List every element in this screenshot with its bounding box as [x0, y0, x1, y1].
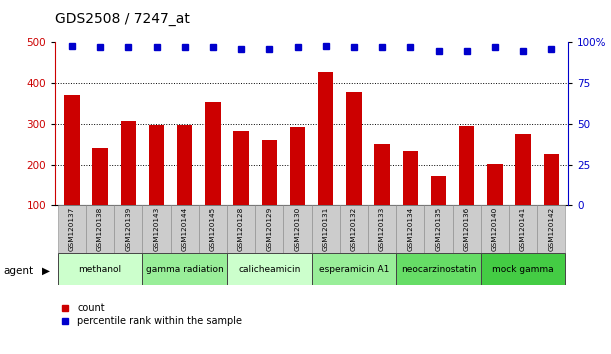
- Bar: [312, 205, 340, 253]
- Bar: [544, 154, 559, 205]
- Bar: [86, 205, 114, 253]
- Text: GSM120142: GSM120142: [548, 207, 554, 251]
- Text: GDS2508 / 7247_at: GDS2508 / 7247_at: [55, 12, 190, 27]
- Text: GSM120135: GSM120135: [436, 207, 442, 251]
- Bar: [199, 205, 227, 253]
- Bar: [459, 126, 475, 205]
- Text: GSM120139: GSM120139: [125, 207, 131, 251]
- Bar: [346, 92, 362, 205]
- Bar: [453, 205, 481, 253]
- Bar: [375, 144, 390, 205]
- Bar: [177, 125, 192, 205]
- Bar: [227, 253, 312, 285]
- Bar: [312, 253, 396, 285]
- Text: GSM120132: GSM120132: [351, 207, 357, 251]
- Text: ▶: ▶: [42, 266, 49, 276]
- Text: GSM120137: GSM120137: [69, 207, 75, 251]
- Bar: [509, 205, 537, 253]
- Text: agent: agent: [3, 266, 33, 276]
- Bar: [227, 205, 255, 253]
- Text: GSM120140: GSM120140: [492, 207, 498, 251]
- Bar: [58, 205, 86, 253]
- Bar: [64, 96, 79, 205]
- Text: calicheamicin: calicheamicin: [238, 264, 301, 274]
- Bar: [58, 253, 142, 285]
- Bar: [431, 176, 446, 205]
- Text: gamma radiation: gamma radiation: [146, 264, 224, 274]
- Bar: [290, 127, 306, 205]
- Bar: [92, 148, 108, 205]
- Bar: [368, 205, 396, 253]
- Text: GSM120145: GSM120145: [210, 207, 216, 251]
- Bar: [284, 205, 312, 253]
- Bar: [114, 205, 142, 253]
- Text: GSM120134: GSM120134: [408, 207, 413, 251]
- Bar: [481, 205, 509, 253]
- Text: GSM120131: GSM120131: [323, 207, 329, 251]
- Bar: [537, 205, 565, 253]
- Bar: [481, 253, 565, 285]
- Text: GSM120136: GSM120136: [464, 207, 470, 251]
- Text: GSM120143: GSM120143: [153, 207, 159, 251]
- Bar: [255, 205, 284, 253]
- Bar: [340, 205, 368, 253]
- Bar: [205, 102, 221, 205]
- Legend: count, percentile rank within the sample: count, percentile rank within the sample: [60, 303, 243, 326]
- Bar: [487, 164, 503, 205]
- Bar: [403, 151, 418, 205]
- Bar: [170, 205, 199, 253]
- Text: esperamicin A1: esperamicin A1: [319, 264, 389, 274]
- Bar: [142, 253, 227, 285]
- Bar: [396, 205, 425, 253]
- Bar: [425, 205, 453, 253]
- Text: GSM120144: GSM120144: [181, 207, 188, 251]
- Bar: [262, 140, 277, 205]
- Text: GSM120130: GSM120130: [295, 207, 301, 251]
- Bar: [396, 253, 481, 285]
- Text: methanol: methanol: [79, 264, 122, 274]
- Text: GSM120138: GSM120138: [97, 207, 103, 251]
- Bar: [318, 72, 334, 205]
- Bar: [233, 131, 249, 205]
- Text: GSM120141: GSM120141: [520, 207, 526, 251]
- Text: neocarzinostatin: neocarzinostatin: [401, 264, 476, 274]
- Text: GSM120133: GSM120133: [379, 207, 385, 251]
- Text: GSM120128: GSM120128: [238, 207, 244, 251]
- Bar: [515, 134, 531, 205]
- Text: GSM120129: GSM120129: [266, 207, 273, 251]
- Bar: [142, 205, 170, 253]
- Text: mock gamma: mock gamma: [492, 264, 554, 274]
- Bar: [148, 125, 164, 205]
- Bar: [120, 121, 136, 205]
